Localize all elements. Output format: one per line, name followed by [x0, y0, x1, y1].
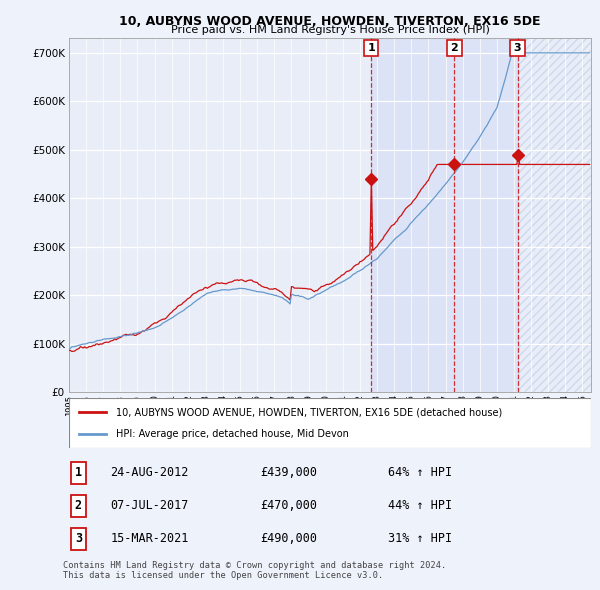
Text: 10, AUBYNS WOOD AVENUE, HOWDEN, TIVERTON, EX16 5DE: 10, AUBYNS WOOD AVENUE, HOWDEN, TIVERTON… — [119, 15, 541, 28]
Bar — [518, 38, 591, 392]
Text: 1: 1 — [75, 466, 82, 480]
Text: Contains HM Land Registry data © Crown copyright and database right 2024.
This d: Contains HM Land Registry data © Crown c… — [63, 560, 446, 580]
Text: 2: 2 — [75, 499, 82, 513]
Bar — [518, 38, 591, 392]
Text: Price paid vs. HM Land Registry's House Price Index (HPI): Price paid vs. HM Land Registry's House … — [170, 25, 490, 35]
Text: £490,000: £490,000 — [260, 532, 317, 546]
Text: 44% ↑ HPI: 44% ↑ HPI — [388, 499, 452, 513]
Text: 07-JUL-2017: 07-JUL-2017 — [110, 499, 189, 513]
Text: 64% ↑ HPI: 64% ↑ HPI — [388, 466, 452, 480]
Text: 3: 3 — [75, 532, 82, 546]
Text: 3: 3 — [514, 43, 521, 53]
Text: 2: 2 — [451, 43, 458, 53]
Text: 31% ↑ HPI: 31% ↑ HPI — [388, 532, 452, 546]
FancyBboxPatch shape — [69, 398, 591, 448]
Text: 10, AUBYNS WOOD AVENUE, HOWDEN, TIVERTON, EX16 5DE (detached house): 10, AUBYNS WOOD AVENUE, HOWDEN, TIVERTON… — [116, 407, 502, 417]
Text: 15-MAR-2021: 15-MAR-2021 — [110, 532, 189, 546]
Text: HPI: Average price, detached house, Mid Devon: HPI: Average price, detached house, Mid … — [116, 430, 349, 440]
Text: 24-AUG-2012: 24-AUG-2012 — [110, 466, 189, 480]
Bar — [371, 38, 518, 392]
Text: £470,000: £470,000 — [260, 499, 317, 513]
Text: £439,000: £439,000 — [260, 466, 317, 480]
Text: 1: 1 — [367, 43, 375, 53]
